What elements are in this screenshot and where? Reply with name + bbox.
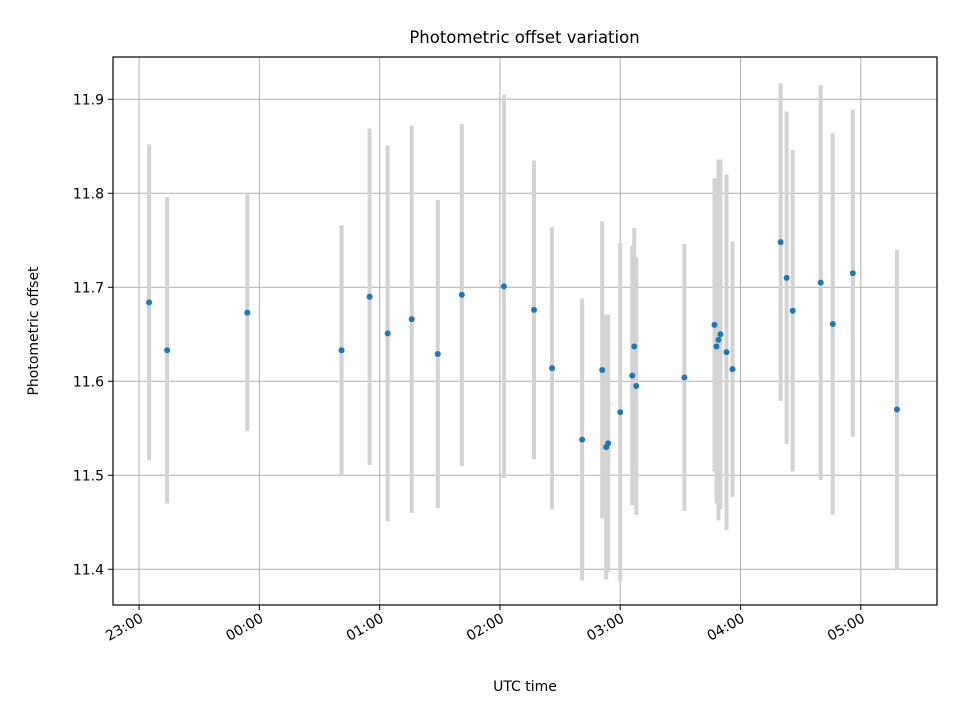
data-point xyxy=(458,291,465,298)
data-point xyxy=(829,320,836,327)
error-bars xyxy=(147,83,899,582)
plot-frame xyxy=(112,56,938,606)
data-point xyxy=(711,321,718,328)
data-point xyxy=(631,343,638,350)
data-point xyxy=(849,270,856,277)
y-tick-label: 11.8 xyxy=(73,186,104,202)
data-point xyxy=(723,349,730,356)
y-tick-label: 11.9 xyxy=(73,92,104,108)
y-tick-label: 11.6 xyxy=(73,374,104,390)
data-points xyxy=(146,239,900,451)
x-tick-label: 03:00 xyxy=(584,611,627,645)
x-tick-label: 00:00 xyxy=(223,611,266,645)
x-axis-ticks: 23:00 00:00 01:00 02:00 03:00 04:00 05:00 xyxy=(103,605,868,645)
data-point xyxy=(599,367,606,374)
data-point xyxy=(549,365,556,372)
data-point xyxy=(384,330,391,337)
y-tick-label: 11.5 xyxy=(73,468,104,484)
data-point xyxy=(579,436,586,443)
data-point xyxy=(434,351,441,358)
data-point xyxy=(629,372,636,379)
data-point xyxy=(633,382,640,389)
data-point xyxy=(338,347,345,354)
data-point xyxy=(244,309,251,316)
data-point xyxy=(366,293,373,300)
data-point xyxy=(164,347,171,354)
x-tick-label: 02:00 xyxy=(464,611,507,645)
data-point xyxy=(408,316,415,323)
data-point xyxy=(617,409,624,416)
data-point xyxy=(777,239,784,246)
data-point xyxy=(605,440,612,447)
data-point xyxy=(789,307,796,314)
x-tick-label: 05:00 xyxy=(825,611,868,645)
x-tick-label: 04:00 xyxy=(705,611,748,645)
data-point xyxy=(783,274,790,281)
grid xyxy=(113,57,937,605)
data-point xyxy=(729,366,736,373)
data-point xyxy=(715,336,722,343)
data-point xyxy=(717,331,724,338)
y-axis-ticks: 11.4 11.5 11.6 11.7 11.8 11.9 xyxy=(73,92,113,578)
data-point xyxy=(531,306,538,313)
x-tick-label: 23:00 xyxy=(103,611,146,645)
y-tick-label: 11.4 xyxy=(73,562,104,578)
data-point xyxy=(146,299,153,306)
x-tick-label: 01:00 xyxy=(344,611,387,645)
data-point xyxy=(893,406,900,413)
data-point xyxy=(713,343,720,350)
y-tick-label: 11.7 xyxy=(73,280,104,296)
data-point xyxy=(681,374,688,381)
chart-title: Photometric offset variation xyxy=(409,28,639,47)
data-point xyxy=(500,283,507,290)
y-axis-label: Photometric offset xyxy=(26,266,42,396)
x-axis-label: UTC time xyxy=(493,679,557,695)
data-point xyxy=(817,279,824,286)
